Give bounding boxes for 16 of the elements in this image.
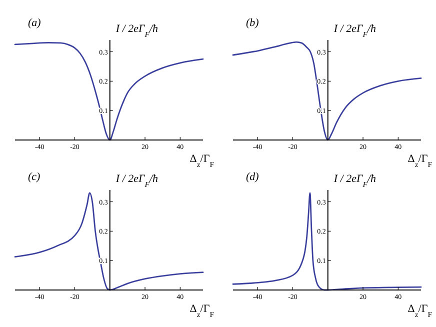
line-series — [14, 192, 204, 291]
chart-title: (a) — [28, 17, 42, 29]
y-axis-title: I / 2eΓ$_{F}$/ħ — [114, 23, 158, 38]
chart-title: (d) — [246, 171, 260, 183]
line-series — [14, 42, 204, 141]
x-axis-title: Δ$_{z}$/Γ$_{F}$ — [190, 303, 214, 318]
chart-title: (b) — [246, 17, 260, 29]
y-axis-title: I / 2eΓ$_{F}$/ħ — [114, 173, 158, 188]
line-series — [232, 192, 422, 291]
line-series — [232, 41, 422, 141]
y-axis-title: I / 2eΓ$_{F}$/ħ — [332, 173, 376, 188]
y-axis-title: I / 2eΓ$_{F}$/ħ — [332, 23, 376, 38]
x-axis-title: Δ$_{z}$/Γ$_{F}$ — [408, 153, 432, 168]
chart-title: (c) — [28, 171, 41, 183]
x-axis-title: Δ$_{z}$/Γ$_{F}$ — [190, 153, 214, 168]
x-axis-title: Δ$_{z}$/Γ$_{F}$ — [408, 303, 432, 318]
